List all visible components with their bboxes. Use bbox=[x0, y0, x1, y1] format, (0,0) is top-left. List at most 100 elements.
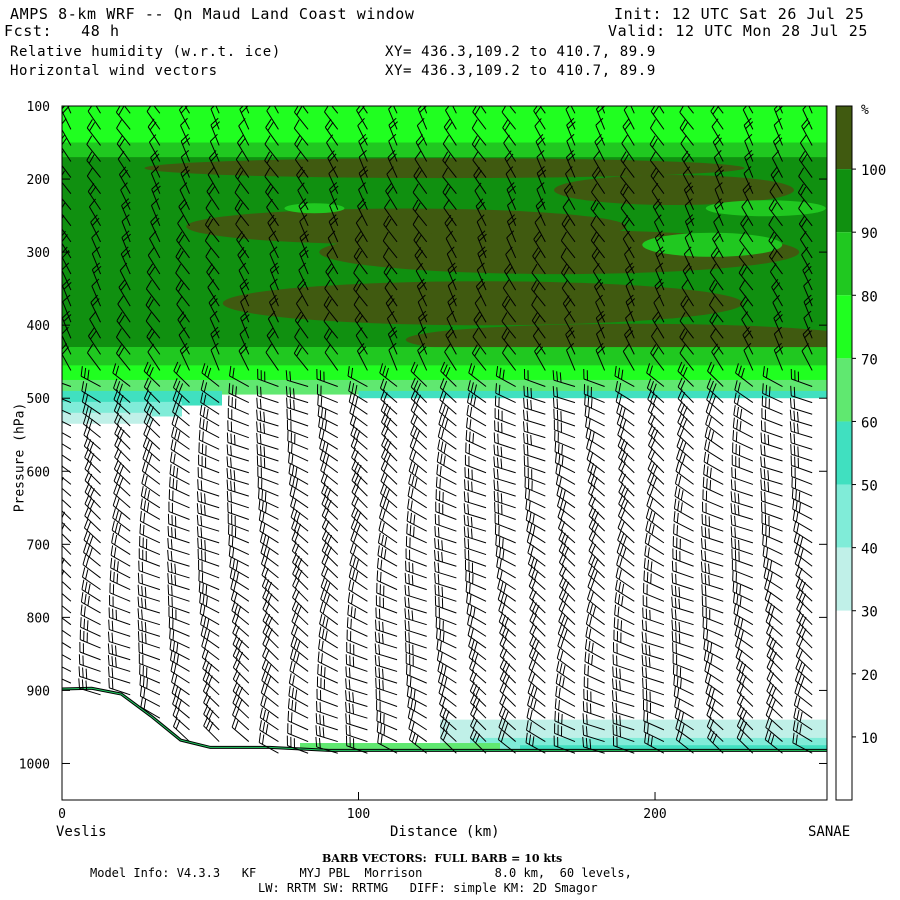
wind-barb bbox=[86, 119, 101, 146]
wind-barb bbox=[62, 520, 72, 544]
wind-barb bbox=[434, 526, 457, 544]
wind-barb bbox=[445, 327, 457, 355]
wind-barb bbox=[266, 327, 279, 355]
wind-barb bbox=[649, 119, 665, 146]
wind-barb bbox=[557, 518, 576, 544]
wind-barb bbox=[435, 501, 457, 520]
wind-barb bbox=[377, 532, 398, 555]
wind-barb bbox=[765, 600, 783, 626]
wind-barb bbox=[554, 441, 576, 462]
wind-barb bbox=[405, 642, 427, 661]
wind-barb bbox=[477, 246, 487, 275]
wind-barb bbox=[440, 728, 457, 754]
wind-barb bbox=[62, 641, 72, 649]
wind-barb bbox=[286, 397, 309, 415]
wind-barb bbox=[226, 444, 249, 462]
wind-barb bbox=[356, 343, 368, 371]
wind-barb bbox=[647, 424, 665, 450]
wind-barb bbox=[62, 498, 72, 509]
wind-barb bbox=[380, 412, 398, 439]
wind-barb bbox=[732, 430, 754, 450]
wind-barb bbox=[436, 464, 457, 485]
colorbar-label: 80 bbox=[861, 289, 878, 305]
wind-barb bbox=[773, 117, 783, 146]
wind-barb bbox=[701, 595, 724, 614]
wind-barb bbox=[732, 570, 754, 591]
wind-barb bbox=[345, 690, 368, 707]
model-info-2: LW: RRTM SW: RRTMG DIFF: simple KM: 2D S… bbox=[258, 881, 598, 895]
wind-barb bbox=[78, 654, 101, 672]
x-start-location: Veslis bbox=[56, 824, 107, 840]
wind-barb bbox=[614, 604, 635, 626]
wind-barb bbox=[523, 385, 546, 404]
wind-barb bbox=[171, 683, 190, 707]
colorbar-label: 60 bbox=[861, 415, 878, 431]
wind-barb bbox=[466, 392, 487, 415]
wind-barb bbox=[376, 582, 398, 602]
wind-barb bbox=[84, 471, 101, 497]
wind-barb bbox=[137, 608, 160, 626]
wind-barb bbox=[595, 342, 606, 371]
wind-barb bbox=[351, 448, 368, 474]
wind-barb bbox=[736, 716, 754, 742]
wind-barb bbox=[412, 199, 428, 227]
wind-barb bbox=[762, 545, 783, 567]
wind-barb bbox=[167, 526, 190, 544]
wind-barb bbox=[138, 653, 161, 672]
wind-barb bbox=[196, 514, 220, 532]
wind-barb bbox=[294, 328, 309, 355]
wind-barb bbox=[261, 658, 279, 684]
wind-barb bbox=[264, 167, 279, 194]
wind-barb bbox=[264, 135, 279, 162]
wind-barb bbox=[582, 713, 605, 731]
wind-barb bbox=[262, 599, 279, 626]
wind-barb bbox=[588, 529, 605, 555]
wind-barb bbox=[120, 182, 131, 210]
wind-barb bbox=[318, 416, 339, 439]
wind-barb bbox=[642, 595, 665, 614]
wind-barb bbox=[796, 599, 813, 626]
wind-barb bbox=[464, 467, 487, 485]
wind-barb bbox=[584, 405, 605, 427]
wind-barb bbox=[464, 537, 487, 556]
wind-barb bbox=[796, 611, 813, 637]
wind-barb bbox=[622, 343, 635, 371]
wind-barb bbox=[91, 230, 102, 259]
wind-barb bbox=[355, 327, 368, 355]
wind-barb bbox=[153, 106, 161, 114]
wind-barb bbox=[554, 430, 576, 450]
wind-barb bbox=[803, 294, 814, 323]
wind-barb bbox=[524, 477, 546, 497]
wind-barb bbox=[671, 572, 694, 591]
wind-barb bbox=[494, 420, 516, 439]
wind-barb bbox=[91, 246, 102, 275]
wind-barb bbox=[796, 623, 813, 649]
wind-barb bbox=[744, 133, 754, 162]
wind-barb bbox=[558, 541, 576, 567]
wind-barb bbox=[171, 414, 190, 439]
wind-barb bbox=[350, 425, 368, 450]
wind-barb bbox=[203, 693, 220, 719]
wind-barb bbox=[82, 414, 101, 439]
wind-barb bbox=[435, 617, 457, 637]
wind-barb bbox=[292, 564, 309, 590]
wind-barb bbox=[315, 736, 338, 754]
wind-barb bbox=[466, 417, 487, 439]
wind-barb bbox=[562, 198, 576, 227]
wind-barb bbox=[143, 361, 161, 387]
wind-barb bbox=[393, 106, 398, 114]
wind-barb bbox=[172, 717, 190, 742]
wind-barb bbox=[702, 628, 724, 649]
wind-barb bbox=[672, 664, 694, 684]
wind-barb bbox=[232, 681, 250, 707]
wind-barb bbox=[563, 182, 576, 210]
wind-barb bbox=[84, 459, 101, 485]
wind-barb bbox=[351, 494, 368, 520]
wind-barb bbox=[792, 720, 813, 742]
colorbar-label: 90 bbox=[861, 226, 878, 242]
wind-barb bbox=[376, 700, 398, 719]
wind-barb bbox=[358, 149, 368, 178]
wind-barb bbox=[417, 106, 428, 130]
wind-barb bbox=[345, 735, 368, 754]
wind-barb bbox=[167, 549, 190, 567]
